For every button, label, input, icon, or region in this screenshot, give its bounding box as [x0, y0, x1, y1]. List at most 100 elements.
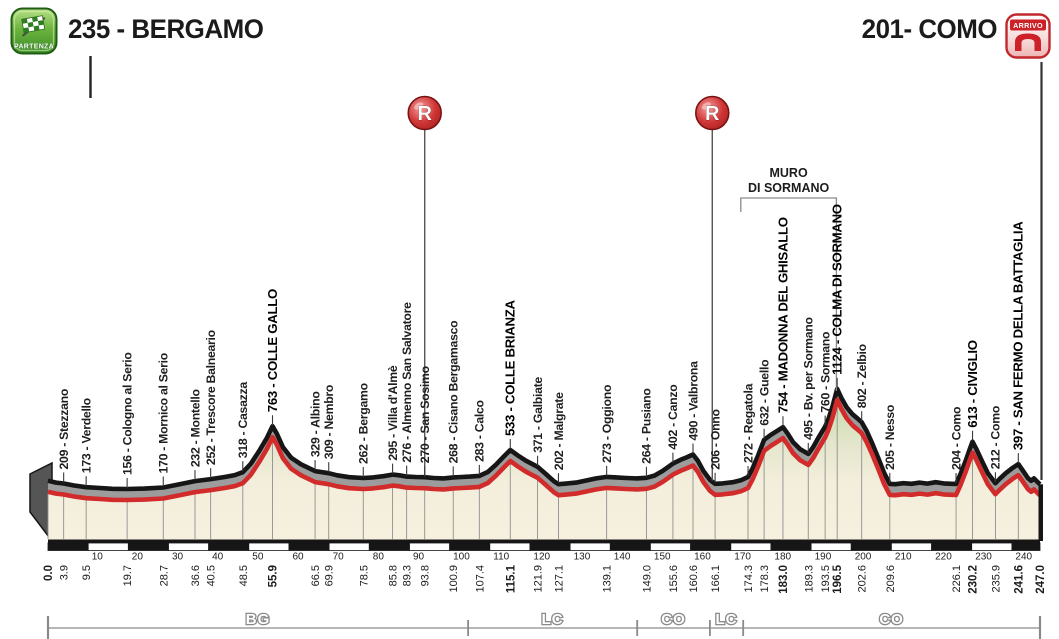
place-label: 252 - Trescore Balneario [204, 329, 218, 465]
arrivo-badge-label: ARRIVO [1013, 21, 1043, 30]
place-label: 270 - San Sosimo [418, 365, 432, 463]
distance-label: 55.9 [268, 565, 280, 587]
checkered-flag-icon [21, 15, 46, 37]
distance-label: 166.1 [710, 565, 722, 593]
ruler-cell [1011, 542, 1041, 551]
feed-zone-letter: R [417, 103, 432, 125]
feed-zone-highlight [701, 102, 711, 110]
distance-label: 69.9 [324, 565, 336, 586]
feed-zone-icon [695, 95, 730, 131]
distance-label: 3.9 [59, 565, 71, 580]
place-label: 495 - Bv. per Sormano [802, 316, 816, 439]
distance-label: 193.5 [820, 565, 832, 593]
profile-end-cap [1038, 484, 1043, 541]
ruler-cell [971, 542, 1013, 551]
feed-zone-icon [407, 95, 442, 131]
ruler-decade-label: 210 [895, 552, 912, 563]
ruler-decade-label: 230 [975, 552, 992, 563]
distance-label: 48.5 [238, 565, 250, 586]
distance-label: 121.9 [533, 565, 545, 593]
ruler-decade-label: 200 [855, 552, 872, 563]
place-label: 272 - Regatola [741, 383, 755, 463]
distance-label: 230.2 [968, 565, 980, 594]
ruler-cell [690, 542, 732, 551]
distance-label: 0.0 [43, 565, 55, 581]
climb-label: 1124 - COLMA DI SORMANO [830, 204, 845, 375]
ruler-decade-label: 130 [574, 552, 591, 563]
ruler-cell [87, 542, 129, 551]
ruler-decade-label: 170 [734, 552, 751, 563]
distance-label: 66.5 [310, 565, 322, 586]
distance-label: 9.5 [81, 565, 93, 580]
distance-label: 174.3 [743, 565, 755, 593]
ruler-cell [489, 542, 531, 551]
place-label: 329 - Albino [308, 391, 322, 457]
profile-under-area [48, 399, 1040, 541]
distance-label: 78.5 [358, 565, 370, 586]
ruler-decade-label: 190 [815, 552, 832, 563]
place-label: 212 - Como [989, 405, 1003, 469]
ruler-cell [127, 542, 169, 551]
place-label: 264 - Pusiano [640, 388, 654, 464]
distance-label: 235.9 [990, 565, 1002, 593]
ruler-decade-label: 100 [453, 552, 470, 563]
ruler-cell [328, 542, 370, 551]
distance-label: 93.8 [420, 565, 432, 586]
finish-arch-icon [1015, 33, 1041, 51]
ruler-decade-label: 70 [333, 552, 345, 563]
distance-label: 149.0 [641, 565, 653, 593]
distance-label: 36.6 [190, 565, 202, 586]
place-label: 209 - Stezzano [57, 388, 71, 469]
ruler-decade-label: 140 [614, 552, 631, 563]
climb-label: 754 - MADONNA DEL GHISALLO [775, 217, 790, 413]
place-label: 170 - Mornico al Serio [157, 352, 171, 473]
distance-label: 139.1 [602, 565, 614, 593]
arrivo-icon: ARRIVO [1005, 13, 1051, 59]
distance-label: 226.1 [951, 565, 963, 593]
distance-label: 189.3 [803, 565, 815, 593]
ruler-decade-label: 120 [533, 552, 550, 563]
ruler-decade-label: 60 [293, 552, 305, 563]
distance-label: 28.7 [158, 565, 170, 586]
distance-label: 209.6 [885, 565, 897, 593]
province-label: LC [716, 611, 738, 628]
place-label: 295 - Villa d'Almè [386, 365, 400, 460]
ruler-cell [529, 542, 571, 551]
distance-label: 115.1 [505, 564, 517, 593]
feed-zone-highlight [414, 102, 424, 110]
ruler-cell [449, 542, 491, 551]
ruler-decade-label: 20 [132, 552, 144, 563]
ruler-cell [208, 542, 250, 551]
ruler-cell [891, 542, 933, 551]
place-label: 202 - Malgrate [552, 392, 566, 470]
ruler-cell [730, 542, 772, 551]
place-label: 273 - Oggiono [600, 384, 614, 463]
province-label: LC [542, 611, 564, 628]
place-label: 309 - Nembro [322, 384, 336, 459]
ruler-cell [368, 542, 410, 551]
ruler-cell [47, 542, 89, 551]
climb-label: 533 - COLLE BRIANZA [503, 300, 518, 436]
ruler-decade-label: 110 [493, 552, 509, 563]
ruler-decade-label: 240 [1015, 552, 1032, 563]
distance-label: 202.6 [857, 565, 869, 593]
distance-label: 40.5 [206, 565, 218, 586]
place-label: 402 - Canzo [666, 384, 680, 450]
province-label: CO [661, 611, 686, 628]
place-label: 173 - Verdello [80, 397, 94, 473]
ruler-baseline [48, 539, 1040, 543]
muro-label-line2: DI SORMANO [748, 181, 830, 195]
distance-label: 155.6 [668, 565, 680, 593]
ruler-decade-label: 40 [212, 552, 224, 563]
profile-top-outline [47, 386, 1042, 492]
ruler-cell [248, 542, 290, 551]
profile-red-line [47, 397, 1042, 503]
ruler-cell [569, 542, 611, 551]
ruler-decade-label: 80 [373, 552, 385, 563]
start-title: 235 - BERGAMO [68, 14, 264, 44]
distance-label: 183.0 [778, 565, 790, 594]
start-header: PARTENZA 235 - BERGAMO [10, 0, 272, 60]
ruler-cell [850, 542, 892, 551]
